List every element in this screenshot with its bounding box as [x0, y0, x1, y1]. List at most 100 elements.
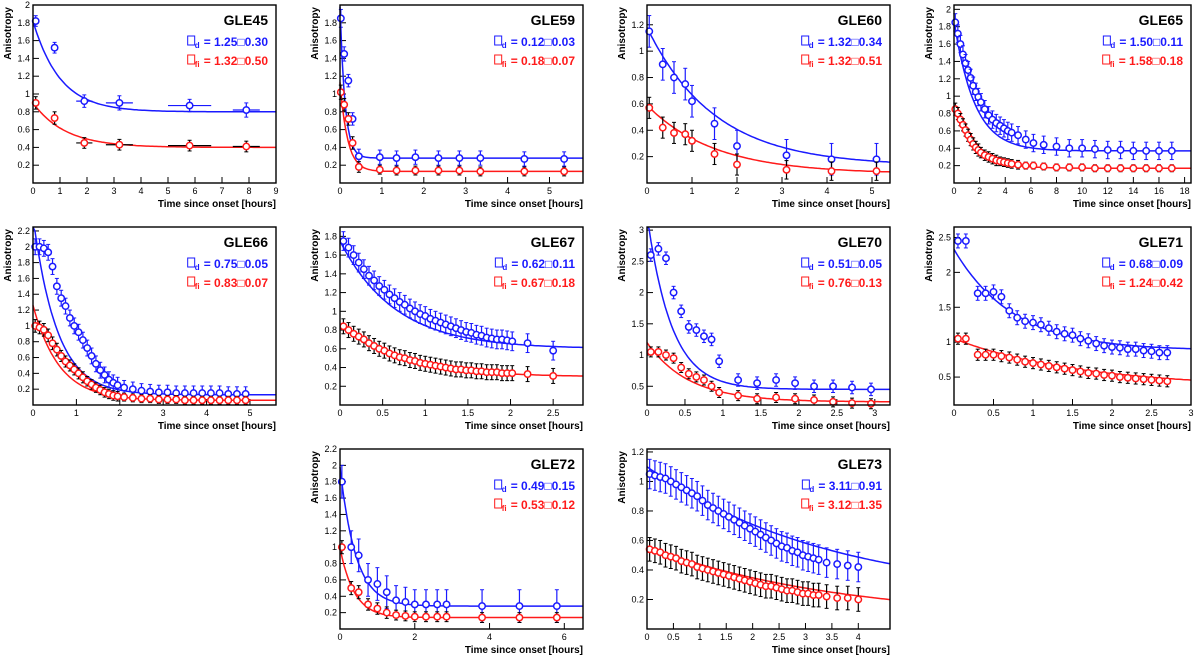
y-tick-label: 0.6: [324, 575, 337, 585]
symbol-subscript: d: [809, 263, 814, 272]
symbol-subscript: d: [1110, 263, 1115, 272]
data-point-red: [48, 339, 57, 348]
y-tick-label: 2: [946, 4, 951, 14]
data-point-red: [707, 382, 716, 391]
data-point-red: [232, 396, 241, 405]
fit-label-direct: = 1.25□0.30: [204, 35, 269, 49]
plot-frame: [32, 4, 277, 184]
x-tick-label: 4: [487, 632, 492, 642]
symbol-subscript: d: [502, 263, 507, 272]
data-point-blue: [1021, 317, 1030, 326]
data-point-red: [1155, 164, 1163, 173]
x-axis-title: Time since onset [hours]: [1073, 199, 1191, 210]
data-point-red: [1021, 357, 1030, 366]
symbol-box-icon: [801, 54, 810, 65]
data-point-red: [478, 613, 487, 622]
data-point-blue: [654, 244, 663, 253]
data-point-blue: [753, 379, 762, 388]
data-point-blue: [137, 386, 146, 395]
panel-gle60: 0.2 0.4 0.6 0.8 1 1.2 0 1 2 3 4 5 GLE60 = 1.32□0.34 d =…: [617, 4, 891, 210]
plot-frame: [339, 448, 584, 630]
data-point-red: [340, 100, 349, 109]
x-tick-label: 0: [951, 186, 956, 196]
y-tick-label: 0.2: [324, 381, 337, 391]
x-axis-title: Time since onset [hours]: [465, 199, 583, 210]
data-point-blue: [100, 370, 109, 379]
data-point-red: [189, 396, 198, 405]
data-point-blue: [1092, 339, 1101, 348]
data-point-blue: [455, 154, 464, 163]
data-point-blue: [1167, 146, 1176, 155]
data-point-red: [552, 613, 561, 622]
data-point-blue: [989, 287, 998, 296]
data-point-red: [1108, 371, 1116, 380]
x-tick-label: 16: [1154, 186, 1164, 196]
x-tick-label: 0.5: [376, 408, 389, 418]
plot-frame: [339, 4, 584, 184]
y-tick-label: 1.6: [324, 36, 337, 46]
y-axis-title: Anisotropy: [310, 451, 321, 504]
data-point-blue: [552, 602, 561, 611]
data-point-blue: [677, 307, 686, 316]
data-point-blue: [658, 60, 667, 69]
event-title: GLE67: [531, 234, 576, 250]
y-tick-label: 1: [25, 89, 30, 99]
x-tick-label: 1: [74, 408, 79, 418]
y-tick-label: 0.4: [17, 142, 30, 152]
data-point-red: [688, 136, 696, 145]
symbol-box-icon: [494, 479, 503, 490]
x-tick-label: 1: [1030, 408, 1035, 418]
symbol-subscript: d: [502, 485, 507, 494]
symbol-subscript: d: [809, 485, 814, 494]
fit-label-direct: = 3.11□0.91: [818, 479, 882, 493]
data-point-red: [422, 612, 430, 621]
data-point-red: [692, 372, 701, 381]
x-tick-label: 1.5: [1066, 408, 1079, 418]
data-point-red: [1052, 363, 1061, 372]
symbol-box-icon: [801, 35, 810, 46]
data-point-red: [382, 608, 391, 617]
data-point-red: [1021, 161, 1030, 170]
data-point-blue: [401, 598, 410, 606]
y-tick-label: 0.5: [938, 372, 951, 382]
data-point-blue: [810, 382, 819, 391]
plot-frame: [339, 226, 584, 406]
data-point-blue: [411, 153, 420, 162]
plot-frame: [646, 226, 891, 406]
data-point-blue: [681, 80, 690, 89]
data-point-blue: [128, 385, 137, 394]
plot-frame: [646, 448, 891, 630]
data-point-red: [1155, 376, 1164, 385]
data-point-red: [354, 588, 363, 597]
data-point-blue: [964, 66, 973, 75]
data-point-red: [359, 335, 368, 344]
data-point-blue: [953, 237, 962, 245]
y-tick-label: 1.6: [17, 36, 30, 46]
data-point-red: [373, 604, 382, 613]
y-tick-label: 1: [639, 46, 644, 56]
x-tick-label: 4: [138, 186, 143, 196]
fit-label-direct: = 0.68□0.09: [1119, 257, 1184, 271]
x-tick-label: 4: [204, 408, 209, 418]
y-tick-label: 1.8: [324, 477, 337, 487]
fit-label-direct: = 1.50□0.11: [1119, 35, 1183, 49]
data-point-red: [206, 396, 215, 405]
y-tick-label: 1.2: [631, 20, 644, 30]
y-tick-label: 0.6: [324, 344, 337, 354]
data-point-red: [80, 139, 89, 147]
data-point-red: [700, 376, 708, 384]
panel-gle71: 0.5 1 1.5 2 2.5 0 0.5 1 1.5 2 2.5 3 GLE71 = 0.68□0.09…: [924, 226, 1194, 432]
x-tick-label: 8: [246, 186, 251, 196]
x-tick-label: 2.5: [831, 408, 844, 418]
y-tick-label: 2: [25, 0, 30, 10]
data-point-blue: [189, 389, 198, 398]
data-point-blue: [980, 105, 989, 114]
data-point-blue: [1036, 320, 1045, 329]
y-axis-title: Anisotropy: [310, 7, 321, 60]
data-point-blue: [822, 558, 831, 567]
data-point-blue: [833, 560, 842, 569]
x-axis-title: Time since onset [hours]: [465, 421, 583, 432]
x-tick-label: 14: [1128, 186, 1138, 196]
data-point-blue: [1039, 140, 1048, 149]
x-tick-label: 3: [803, 632, 808, 642]
